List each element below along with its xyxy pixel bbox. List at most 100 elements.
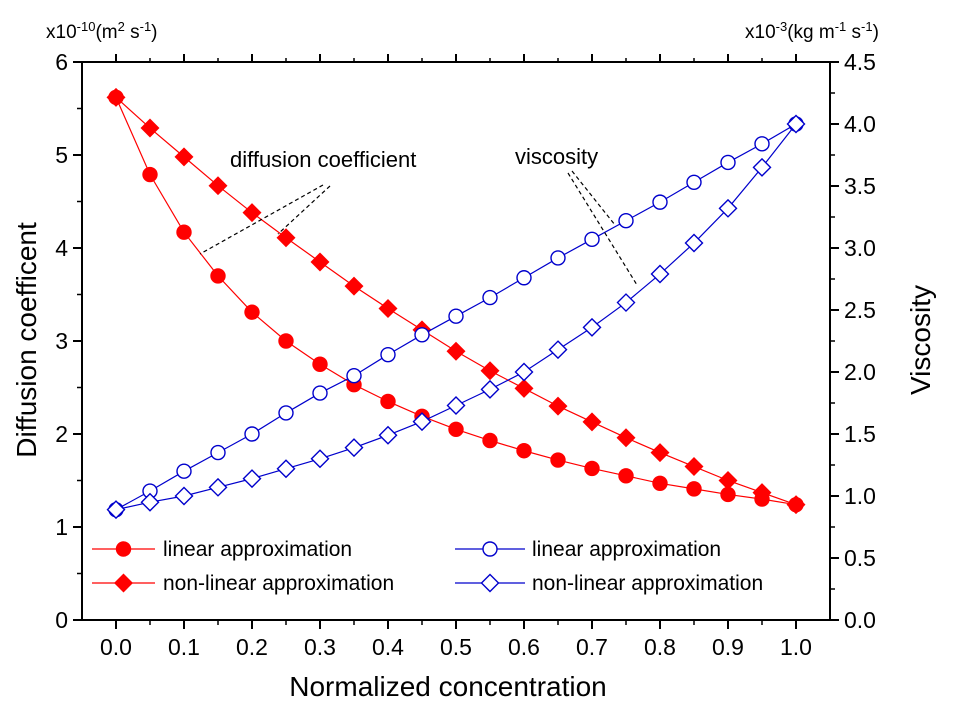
data-point [140,118,160,138]
data-point [650,264,670,284]
annotation-diffusion-coefficient: diffusion coefficient [230,147,416,172]
data-point [106,500,126,520]
data-point [210,268,226,284]
data-point [278,405,294,421]
series-4 [106,114,806,520]
x-tick-label: 0.7 [576,634,608,660]
left-tick-label: 0 [55,607,68,633]
right-tick-label: 1.5 [844,421,876,447]
left-tick-label: 1 [55,514,68,540]
legend-entry: non-linear approximation [92,572,394,595]
legend-marker [115,541,132,557]
data-point [242,203,262,223]
data-point [142,166,158,183]
data-point [346,368,362,384]
annotation-leader [567,172,638,286]
data-point [310,449,330,469]
data-point [652,475,668,491]
data-point [584,460,600,477]
data-point [754,136,770,152]
data-point [786,114,806,134]
x-tick-label: 0.5 [440,634,472,660]
data-point [414,327,430,343]
right-tick-label: 4.5 [844,49,876,75]
right-tick-label: 0.0 [844,607,876,633]
left-tick-label: 5 [55,142,68,168]
legend-marker [114,573,133,593]
data-point [684,233,704,253]
data-point [516,443,532,459]
left-tick-label: 6 [55,49,68,75]
legend-marker [480,573,500,593]
data-point [380,346,396,363]
data-point [548,396,568,416]
legend-label: non-linear approximation [163,572,394,595]
annotation-leader [571,170,616,226]
data-point [650,443,670,463]
data-point [378,298,398,318]
data-point [208,477,228,497]
x-tick-label: 1.0 [780,634,812,660]
left-tick-label: 2 [55,421,68,447]
annotation-leader [277,185,331,235]
data-point [752,483,772,503]
data-point [412,412,432,432]
data-point [584,231,600,248]
data-point [174,486,194,506]
data-point [720,154,736,171]
data-point [482,289,498,306]
data-point [378,425,398,445]
data-point [480,361,500,381]
data-point [514,378,534,398]
x-tick-label: 0.3 [304,634,336,660]
series-line [115,97,797,506]
data-point [550,250,566,266]
right-axis-title: Viscosity [905,285,936,395]
right-axis-unit-label: x10-3(kg m-1 s-1) [745,19,879,44]
data-point [618,468,634,484]
annotation-leader [199,184,324,255]
x-tick-label: 0.1 [168,634,200,660]
left-axis-unit-label: x10-10(m2 s-1) [46,19,158,44]
legend-entry: linear approximation [92,538,352,561]
data-point [276,228,296,248]
data-point [686,174,702,190]
data-point [550,452,566,468]
left-axis-title: Diffusion coefficent [11,222,42,458]
data-point [516,270,532,286]
plot-area: 0.0 0.1 0.2 0.3 0.4 0.5 0.6 0.7 0.8 0.9 1.0 0 1 2 3 4 5 6… [55,49,876,660]
data-point [210,444,226,461]
data-point [242,469,262,489]
right-tick-label: 2.0 [844,359,876,385]
right-tick-label: 3.0 [844,235,876,261]
data-point [718,471,738,490]
right-tick-label: 0.5 [844,545,876,571]
data-point [174,147,194,167]
legend-entry: non-linear approximation [455,572,763,595]
data-point [380,393,396,410]
plot-frame [81,61,831,621]
data-point [686,481,702,497]
data-point [278,333,294,349]
series-3 [108,116,804,518]
right-tick-label: 2.5 [844,297,876,323]
data-point [786,495,806,515]
data-point [616,293,636,313]
data-point [276,459,296,479]
annotations: diffusion coefficient viscosity [199,144,638,286]
legend-label: linear approximation [532,538,721,561]
left-tick-label: 4 [55,235,68,261]
right-tick-label: 3.5 [844,173,876,199]
data-point [312,385,328,401]
legend-label: linear approximation [163,538,352,561]
series-line [115,96,797,506]
x-tick-label: 0.4 [372,634,404,660]
x-tick-label: 0.8 [644,634,676,660]
data-point [482,432,498,449]
data-point [582,317,602,337]
x-axis-title: Normalized concentration [289,671,607,702]
x-tick-label: 0.9 [712,634,744,660]
series-2 [106,87,806,515]
data-point [244,426,260,442]
